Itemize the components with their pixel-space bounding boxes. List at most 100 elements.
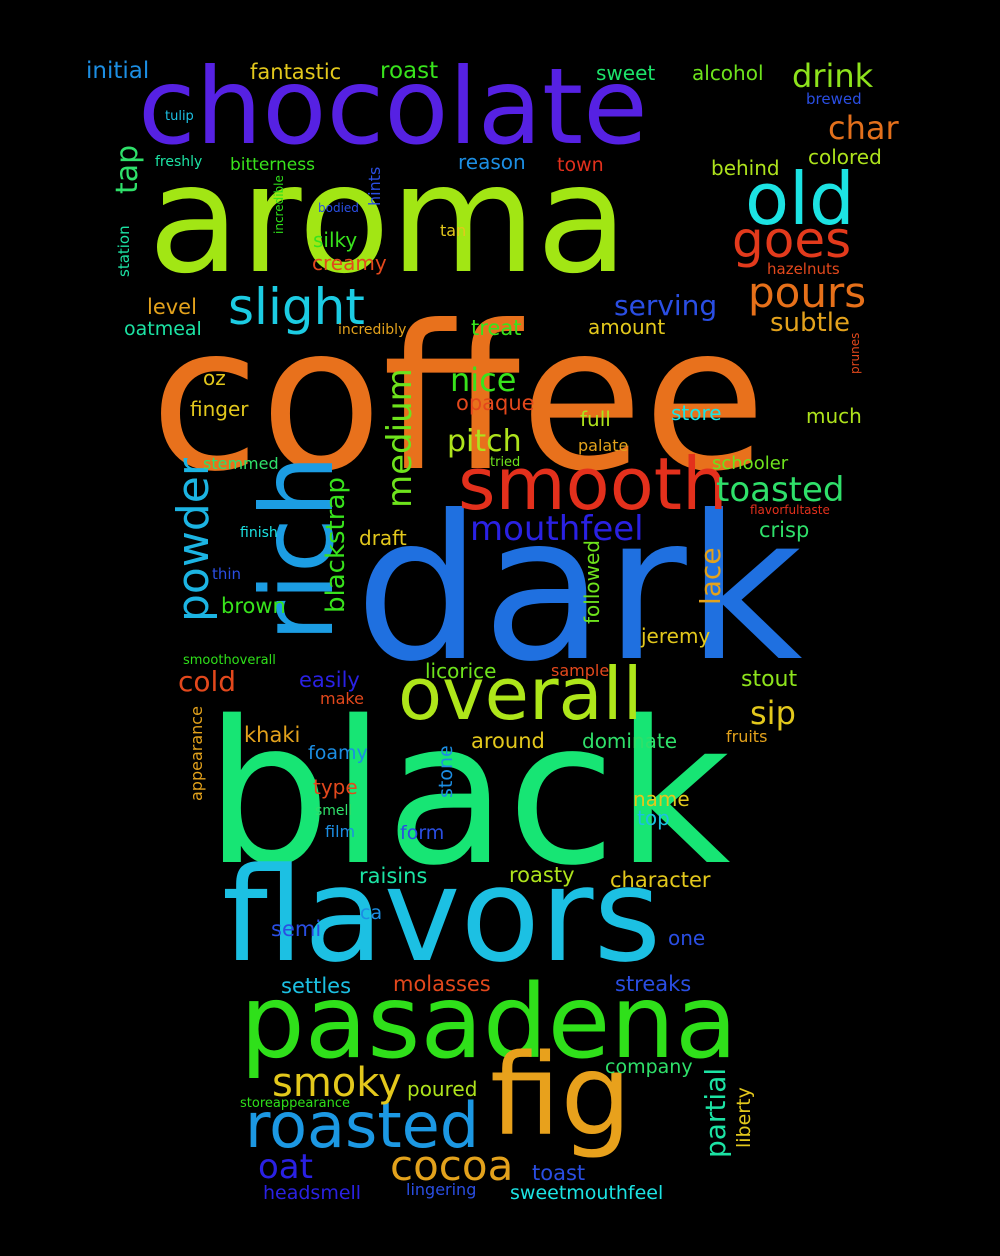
word-roasted: roasted bbox=[245, 1089, 480, 1162]
word-prunes: prunes bbox=[848, 332, 862, 374]
word-name: name bbox=[633, 787, 690, 811]
word-foamy: foamy bbox=[308, 742, 368, 764]
word-subtle: subtle bbox=[770, 308, 850, 338]
word-settles: settles bbox=[281, 974, 352, 998]
word-sample: sample bbox=[551, 661, 610, 680]
word-hints: hints bbox=[365, 166, 384, 206]
word-initial: initial bbox=[86, 58, 150, 84]
word-tried: tried bbox=[490, 455, 521, 470]
word-appearance: appearance bbox=[187, 706, 206, 801]
word-slight: slight bbox=[228, 278, 365, 336]
word-char: char bbox=[828, 109, 899, 147]
word-black: black bbox=[205, 678, 731, 909]
word-streaks: streaks bbox=[615, 972, 692, 996]
word-aroma: aroma bbox=[148, 133, 629, 307]
word-amount: amount bbox=[588, 315, 666, 339]
word-lingering: lingering bbox=[406, 1180, 477, 1199]
word-film: film bbox=[325, 822, 356, 841]
word-schooler: schooler bbox=[712, 453, 789, 474]
word-form: form bbox=[400, 822, 445, 844]
word-company: company bbox=[605, 1056, 693, 1078]
word-fantastic: fantastic bbox=[250, 60, 342, 84]
word-treat: treat bbox=[471, 316, 522, 340]
word-liberty: liberty bbox=[733, 1087, 755, 1148]
word-cocoa: cocoa bbox=[390, 1141, 514, 1190]
word-pitch: pitch bbox=[447, 424, 522, 459]
word-old: old bbox=[745, 157, 855, 241]
word-fruits: fruits bbox=[726, 727, 768, 746]
word-stemmed: stemmed bbox=[203, 454, 279, 473]
word-character: character bbox=[610, 868, 711, 892]
word-finish: finish bbox=[240, 525, 278, 541]
word-oatmeal: oatmeal bbox=[124, 318, 202, 340]
word-serving: serving bbox=[614, 289, 718, 322]
word-flavorfultaste: flavorfultaste bbox=[750, 503, 830, 517]
word-nice: nice bbox=[450, 361, 517, 399]
word-powder: powder bbox=[168, 458, 219, 622]
word-stone: stone bbox=[435, 745, 457, 798]
word-alcohol: alcohol bbox=[692, 61, 764, 85]
word-roasty: roasty bbox=[509, 863, 575, 887]
word-drink: drink bbox=[792, 57, 874, 95]
word-chocolate: chocolate bbox=[138, 46, 648, 168]
word-stout: stout bbox=[741, 667, 798, 692]
word-level: level bbox=[147, 295, 197, 319]
word-freshly: freshly bbox=[155, 154, 203, 170]
word-semi: semi bbox=[271, 917, 322, 941]
word-raisins: raisins bbox=[359, 864, 428, 888]
word-sip: sip bbox=[750, 694, 796, 732]
word-town: town bbox=[557, 154, 604, 176]
word-much: much bbox=[806, 404, 862, 428]
word-blackstrap: blackstrap bbox=[321, 477, 351, 613]
word-partial: partial bbox=[699, 1067, 732, 1158]
word-sweetmouthfeel: sweetmouthfeel bbox=[510, 1182, 664, 1204]
word-smoky: smoky bbox=[272, 1060, 402, 1106]
word-ca: ca bbox=[360, 902, 383, 924]
word-toasted: toasted bbox=[716, 470, 845, 510]
word-brown: brown bbox=[221, 594, 286, 618]
word-brewed: brewed bbox=[806, 90, 862, 108]
word-followed: followed bbox=[580, 540, 604, 624]
word-incredible: incredible bbox=[272, 175, 286, 234]
word-cold: cold bbox=[178, 665, 237, 698]
word-tap: tap bbox=[110, 144, 145, 194]
word-roast: roast bbox=[380, 58, 439, 84]
word-palate: palate bbox=[578, 436, 629, 455]
word-fig: fig bbox=[490, 1031, 632, 1161]
word-oat: oat bbox=[258, 1147, 313, 1187]
word-silky: silky bbox=[313, 228, 358, 252]
word-type: type bbox=[313, 775, 358, 799]
word-molasses: molasses bbox=[393, 972, 491, 996]
word-flavors: flavors bbox=[222, 839, 662, 991]
word-licorice: licorice bbox=[425, 659, 497, 683]
word-tulip: tulip bbox=[165, 109, 194, 124]
word-dark: dark bbox=[355, 473, 803, 706]
word-full: full bbox=[580, 407, 611, 431]
word-creamy: creamy bbox=[312, 251, 387, 275]
word-khaki: khaki bbox=[244, 723, 301, 747]
word-coffee: coffee bbox=[150, 283, 767, 516]
word-tan: tan bbox=[440, 221, 467, 240]
word-finger: finger bbox=[190, 397, 249, 421]
word-incredibly: incredibly bbox=[338, 322, 407, 338]
word-pasadena: pasadena bbox=[240, 963, 738, 1082]
word-overall: overall bbox=[398, 652, 643, 736]
word-bitterness: bitterness bbox=[230, 155, 315, 175]
word-around: around bbox=[471, 729, 545, 753]
word-smell: smell bbox=[315, 803, 353, 819]
word-thin: thin bbox=[212, 565, 242, 583]
word-hazelnuts: hazelnuts bbox=[767, 260, 840, 278]
word-oz: oz bbox=[203, 366, 226, 390]
word-bodied: bodied bbox=[318, 201, 359, 215]
word-goes: goes bbox=[732, 211, 852, 269]
word-reason: reason bbox=[458, 150, 526, 174]
word-top: top bbox=[637, 806, 670, 830]
word-pours: pours bbox=[748, 268, 867, 317]
word-station: station bbox=[115, 225, 133, 277]
word-make: make bbox=[320, 689, 364, 708]
word-one: one bbox=[668, 926, 706, 950]
word-opaque: opaque bbox=[456, 391, 535, 415]
word-headsmell: headsmell bbox=[263, 1182, 362, 1204]
word-storeappearance: storeappearance bbox=[240, 1096, 351, 1111]
